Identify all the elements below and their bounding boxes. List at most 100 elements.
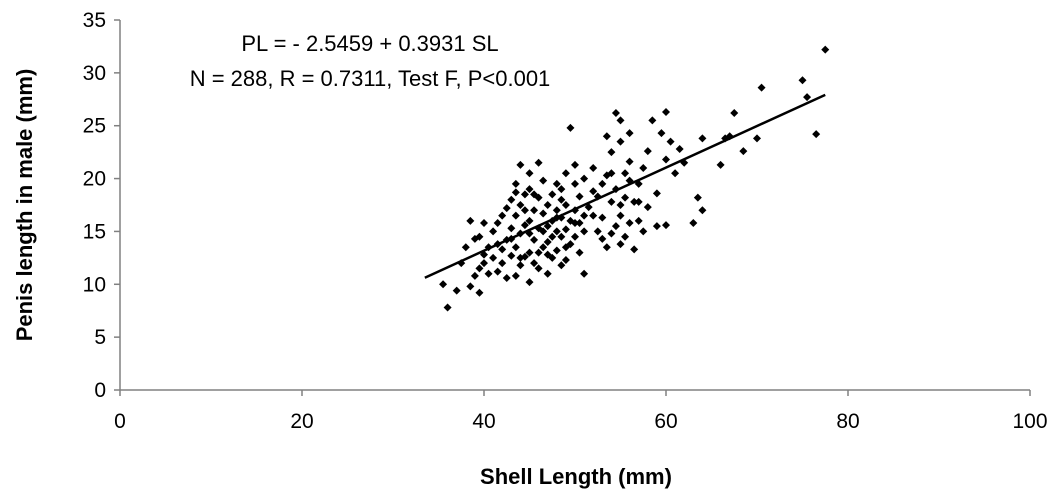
data-point: [598, 179, 607, 188]
y-tick-label: 20: [83, 168, 106, 191]
data-point: [616, 137, 625, 146]
x-tick-label: 40: [472, 410, 495, 433]
data-point: [511, 211, 520, 220]
data-point: [561, 201, 570, 209]
data-point: [548, 190, 557, 199]
data-point: [616, 201, 625, 209]
data-point: [575, 192, 584, 201]
data-point: [439, 280, 448, 289]
y-axis-title: Penis length in male (mm): [12, 69, 37, 342]
data-point: [452, 286, 461, 295]
data-point: [639, 164, 648, 172]
data-point: [643, 147, 652, 156]
y-tick-label: 5: [94, 326, 106, 349]
data-point: [557, 185, 566, 194]
data-point: [630, 197, 639, 206]
data-point: [580, 174, 589, 183]
data-point: [539, 243, 548, 252]
data-point: [543, 222, 552, 231]
data-point: [753, 134, 761, 143]
data-point: [543, 269, 552, 278]
data-point: [666, 137, 675, 146]
data-point: [625, 157, 634, 166]
data-point: [589, 164, 598, 172]
data-point: [520, 190, 529, 199]
data-point: [461, 243, 470, 252]
data-point: [552, 179, 561, 188]
data-point: [621, 232, 630, 241]
data-point: [675, 144, 684, 153]
data-point: [630, 245, 639, 254]
data-point: [611, 109, 620, 118]
data-point: [621, 193, 630, 202]
data-point: [493, 218, 502, 227]
data-point: [757, 83, 766, 92]
data-point: [534, 248, 543, 257]
data-point: [539, 227, 548, 236]
data-point: [543, 201, 552, 209]
data-point: [525, 169, 534, 178]
data-point: [589, 211, 598, 220]
data-point: [511, 188, 520, 197]
data-point: [557, 195, 566, 204]
data-point: [652, 189, 661, 198]
data-point: [525, 248, 534, 257]
data-point: [498, 259, 507, 268]
data-point: [625, 218, 634, 227]
data-point: [530, 259, 539, 268]
data-point: [571, 179, 579, 188]
x-tick-label: 0: [114, 410, 126, 433]
data-point: [552, 227, 561, 236]
data-point: [616, 240, 625, 249]
data-point: [634, 197, 643, 206]
data-point: [543, 250, 552, 259]
data-point: [561, 243, 570, 252]
data-point: [621, 169, 630, 178]
data-point: [525, 278, 534, 287]
data-point: [571, 218, 579, 227]
data-point: [552, 246, 561, 255]
data-point: [561, 169, 570, 178]
x-tick-label: 60: [654, 410, 677, 433]
trendline-group: [424, 93, 826, 279]
data-point: [607, 169, 616, 178]
data-point: [516, 253, 525, 262]
data-point: [543, 238, 552, 246]
data-point: [466, 282, 475, 291]
data-point: [607, 229, 616, 238]
data-point: [498, 211, 507, 220]
data-point: [812, 130, 821, 139]
data-point: [520, 221, 529, 230]
data-point: [730, 109, 739, 118]
data-point: [516, 261, 525, 270]
data-point: [698, 134, 707, 143]
data-point: [520, 206, 529, 215]
axes: 0 5 10 15 20 25 30 35 0 20 40 60 80 100: [83, 9, 1048, 433]
data-point: [616, 116, 625, 125]
data-point: [803, 93, 812, 102]
data-point: [662, 155, 670, 164]
data-point: [475, 264, 484, 273]
data-point: [489, 227, 498, 236]
data-point: [502, 273, 511, 282]
data-point: [480, 259, 488, 268]
data-point: [598, 234, 607, 243]
data-point: [602, 243, 611, 252]
data-point: [571, 232, 579, 241]
data-point: [607, 148, 616, 157]
data-point: [625, 129, 634, 138]
data-point: [580, 269, 589, 278]
data-point: [589, 187, 598, 196]
data-point: [511, 179, 520, 188]
data-point: [525, 216, 534, 225]
data-point: [561, 225, 570, 234]
data-point: [821, 45, 830, 54]
data-point: [539, 209, 548, 218]
data-point: [580, 211, 589, 220]
regression-line: [424, 93, 826, 279]
data-point: [548, 232, 557, 241]
data-point: [516, 201, 525, 209]
data-point: [716, 160, 725, 169]
data-point: [798, 76, 807, 85]
